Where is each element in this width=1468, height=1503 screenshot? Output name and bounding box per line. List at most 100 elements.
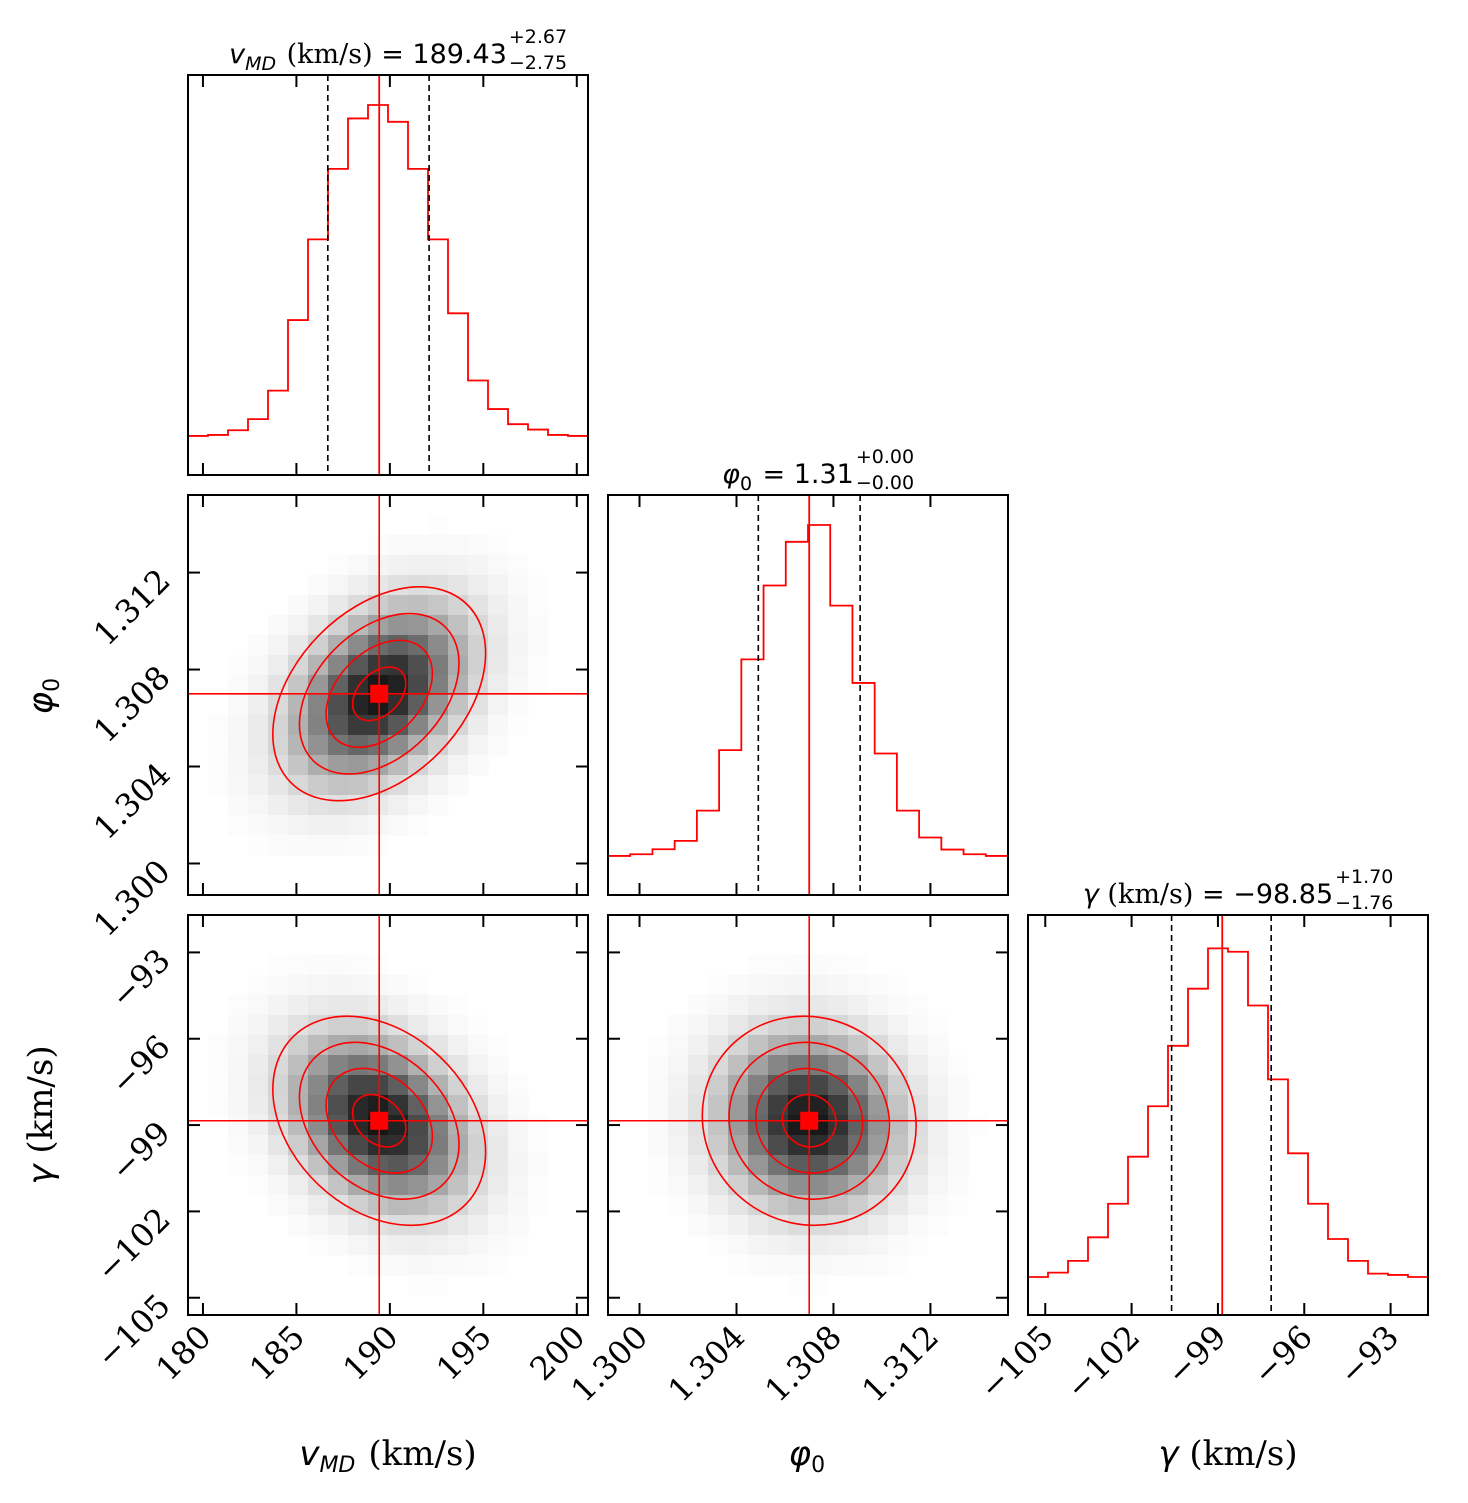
- density-cell: [348, 555, 369, 576]
- density-cell: [848, 955, 869, 976]
- density-cell: [428, 1255, 449, 1276]
- density-cell: [368, 1155, 389, 1176]
- contour-line: [325, 1067, 434, 1174]
- density-cell: [228, 995, 249, 1016]
- panel-frame: [187, 914, 589, 1316]
- density-cell: [468, 1215, 489, 1236]
- density-cell: [728, 1055, 749, 1076]
- density-cell: [448, 575, 469, 596]
- density-cell: [828, 1075, 849, 1096]
- density-cell: [268, 815, 289, 836]
- median-marker: [370, 684, 389, 703]
- density-cell: [308, 1195, 329, 1216]
- density-cell: [888, 1215, 909, 1236]
- density-cell: [828, 1035, 849, 1056]
- density-cell: [248, 1135, 269, 1156]
- density-cell: [468, 1075, 489, 1096]
- panel-frame: [607, 914, 1009, 1316]
- density-cell: [808, 1015, 829, 1036]
- density-cell: [808, 955, 829, 976]
- density-cell: [668, 1155, 689, 1176]
- density-cell: [268, 975, 289, 996]
- density-cell: [348, 1215, 369, 1236]
- density-cell: [228, 775, 249, 796]
- contour-line: [701, 1015, 917, 1227]
- density-cell: [228, 755, 249, 776]
- density-cell: [268, 655, 289, 676]
- density-cell: [488, 535, 509, 556]
- density-cell: [408, 595, 429, 616]
- density-cell: [408, 1075, 429, 1096]
- density-cell: [488, 715, 509, 736]
- density-cell: [908, 1115, 929, 1136]
- density-cell: [648, 1135, 669, 1156]
- density-cell: [688, 1195, 709, 1216]
- density-cell: [228, 1035, 249, 1056]
- density-cell: [708, 1215, 729, 1236]
- density-cell: [468, 635, 489, 656]
- panel-2d-phi0-vs-vmd: [187, 494, 589, 896]
- density-cell: [688, 1115, 709, 1136]
- density-cell: [388, 655, 409, 676]
- density-cell: [448, 555, 469, 576]
- contour-line: [298, 612, 460, 775]
- density-cell: [368, 955, 389, 976]
- density-cell: [288, 775, 309, 796]
- density-cell: [448, 755, 469, 776]
- density-cell: [408, 575, 429, 596]
- density-cell: [688, 1055, 709, 1076]
- x-tick-label: −102: [1058, 1318, 1147, 1407]
- density-cell: [728, 1175, 749, 1196]
- density-cell: [388, 1075, 409, 1096]
- density-cell: [768, 955, 789, 976]
- density-cell: [788, 975, 809, 996]
- density-cell: [328, 715, 349, 736]
- density-cell: [908, 1095, 929, 1116]
- density-cell: [748, 1155, 769, 1176]
- x-tick-label: −99: [1159, 1318, 1234, 1393]
- density-cell: [348, 1075, 369, 1096]
- density-cell: [788, 955, 809, 976]
- y-tick-label: −96: [103, 1028, 178, 1103]
- density-cell: [228, 1115, 249, 1136]
- density-cell: [828, 955, 849, 976]
- density-cell: [508, 1155, 529, 1176]
- density-cell: [248, 1175, 269, 1196]
- density-cell: [308, 1155, 329, 1176]
- density-cell: [308, 635, 329, 656]
- density-cell: [908, 1175, 929, 1196]
- density-cell: [408, 1135, 429, 1156]
- density-cell: [408, 715, 429, 736]
- density-cell: [708, 1055, 729, 1076]
- density-cell: [488, 1235, 509, 1256]
- density-cell: [388, 1235, 409, 1256]
- density-cell: [248, 755, 269, 776]
- density-cell: [268, 1155, 289, 1176]
- density-cell: [288, 595, 309, 616]
- density-cell: [848, 1155, 869, 1176]
- density-cell: [408, 1035, 429, 1056]
- density-cell: [308, 955, 329, 976]
- density-cell: [348, 615, 369, 636]
- density-cell: [248, 1155, 269, 1176]
- density-cell: [908, 1055, 929, 1076]
- density-cell: [928, 1155, 949, 1176]
- density-cell: [828, 1055, 849, 1076]
- density-cell: [428, 715, 449, 736]
- density-cell: [468, 1255, 489, 1276]
- density-cell: [488, 1135, 509, 1156]
- density-cell: [408, 1015, 429, 1036]
- density-cell: [428, 775, 449, 796]
- density-cell: [708, 1135, 729, 1156]
- density-cell: [748, 1075, 769, 1096]
- density-cell: [328, 575, 349, 596]
- density-cell: [408, 1115, 429, 1136]
- density-cell: [328, 755, 349, 776]
- density-cell: [308, 795, 329, 816]
- density-cell: [288, 1135, 309, 1156]
- density-cell: [368, 535, 389, 556]
- density-cell: [348, 955, 369, 976]
- density-cell: [208, 715, 229, 736]
- density-cell: [928, 1115, 949, 1136]
- density-cell: [868, 995, 889, 1016]
